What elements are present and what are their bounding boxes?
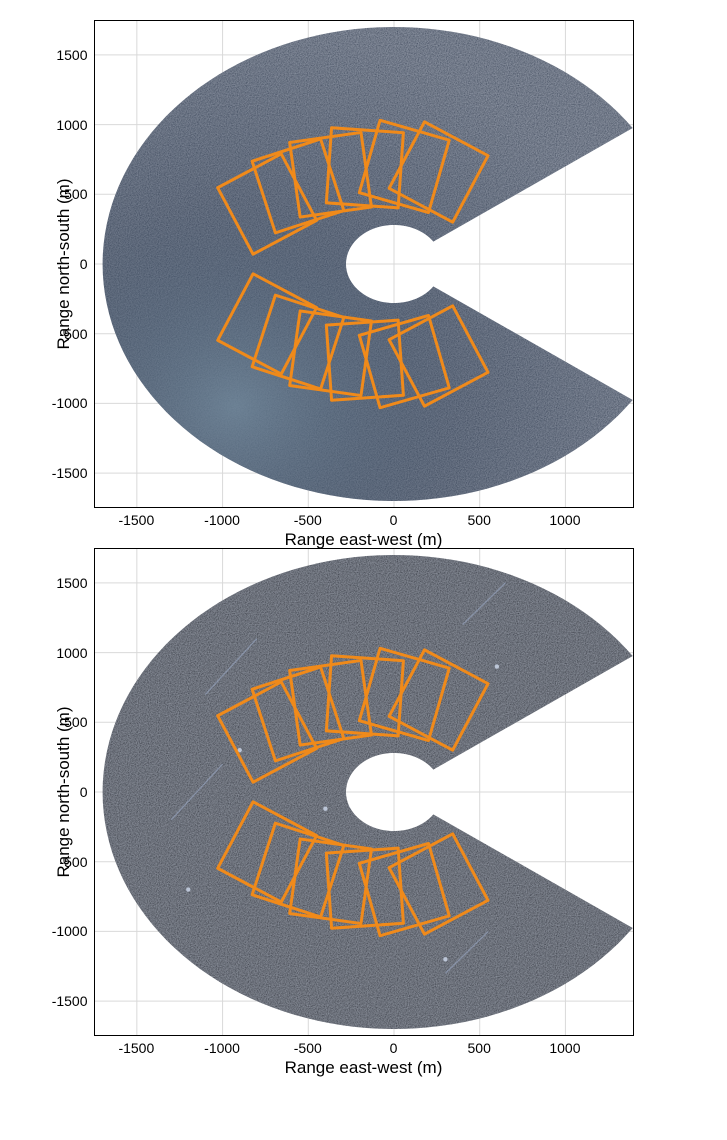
xtick-label: 1000 bbox=[549, 512, 580, 528]
y-axis-label: Range north-south (m) bbox=[54, 178, 74, 349]
ytick-label: -1500 bbox=[52, 993, 88, 1009]
ytick-label: 0 bbox=[80, 784, 88, 800]
x-axis-label: Range east-west (m) bbox=[285, 1058, 443, 1078]
ytick-label: -1000 bbox=[52, 923, 88, 939]
ytick-label: 1500 bbox=[56, 575, 87, 591]
ytick-label: 0 bbox=[80, 256, 88, 272]
xtick-label: 500 bbox=[468, 1040, 491, 1056]
xtick-label: 0 bbox=[390, 1040, 398, 1056]
ytick-label: 500 bbox=[64, 714, 87, 730]
xtick-label: -1000 bbox=[204, 1040, 240, 1056]
xtick-label: -1000 bbox=[204, 512, 240, 528]
ytick-label: 1000 bbox=[56, 117, 87, 133]
ytick-label: -500 bbox=[59, 326, 87, 342]
radar-plot-bottom bbox=[94, 548, 634, 1036]
radar-panel-bottom: Range north-south (m) Range east-west (m… bbox=[94, 548, 634, 1036]
radar-panel-top: Range north-south (m) Range east-west (m… bbox=[94, 20, 634, 508]
ytick-label: -1000 bbox=[52, 395, 88, 411]
xtick-label: -1500 bbox=[118, 1040, 154, 1056]
ytick-label: -1500 bbox=[52, 465, 88, 481]
radar-plot-top bbox=[94, 20, 634, 508]
xtick-label: -1500 bbox=[118, 512, 154, 528]
y-axis-label: Range north-south (m) bbox=[54, 706, 74, 877]
ytick-label: 500 bbox=[64, 186, 87, 202]
ytick-label: -500 bbox=[59, 854, 87, 870]
x-axis-label: Range east-west (m) bbox=[285, 530, 443, 550]
xtick-label: -500 bbox=[294, 1040, 322, 1056]
xtick-label: 1000 bbox=[549, 1040, 580, 1056]
xtick-label: -500 bbox=[294, 512, 322, 528]
ytick-label: 1000 bbox=[56, 645, 87, 661]
xtick-label: 500 bbox=[468, 512, 491, 528]
xtick-label: 0 bbox=[390, 512, 398, 528]
ytick-label: 1500 bbox=[56, 47, 87, 63]
